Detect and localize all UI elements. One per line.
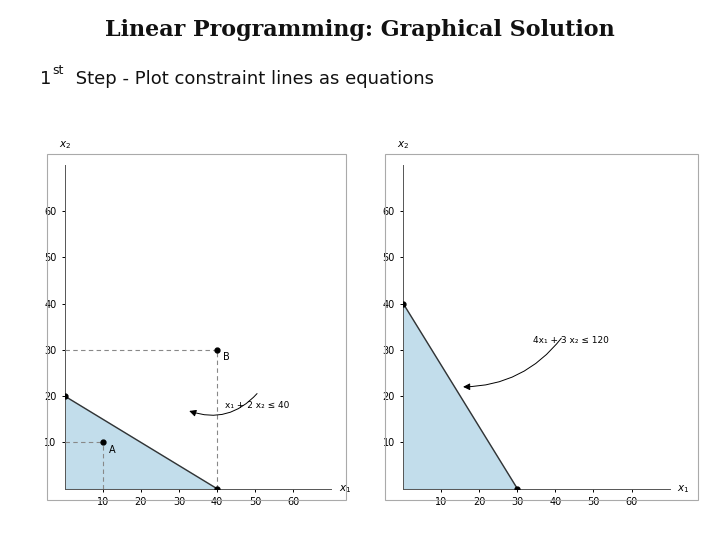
Text: x₁ + 2 x₂ ≤ 40: x₁ + 2 x₂ ≤ 40 [225,401,289,410]
Text: st: st [53,64,64,77]
Text: B: B [222,352,230,362]
Text: $x_2$: $x_2$ [58,139,71,151]
Text: 1: 1 [40,70,51,87]
Polygon shape [65,396,217,489]
Text: Linear Programming: Graphical Solution: Linear Programming: Graphical Solution [105,19,615,41]
Text: 4x₁ + 3 x₂ ≤ 120: 4x₁ + 3 x₂ ≤ 120 [533,336,608,345]
Text: $x_2$: $x_2$ [397,139,410,151]
Text: $x_1$: $x_1$ [339,483,351,495]
Polygon shape [403,303,518,489]
Text: Step - Plot constraint lines as equations: Step - Plot constraint lines as equation… [70,70,434,87]
Text: A: A [109,445,115,455]
Text: $x_1$: $x_1$ [678,483,690,495]
